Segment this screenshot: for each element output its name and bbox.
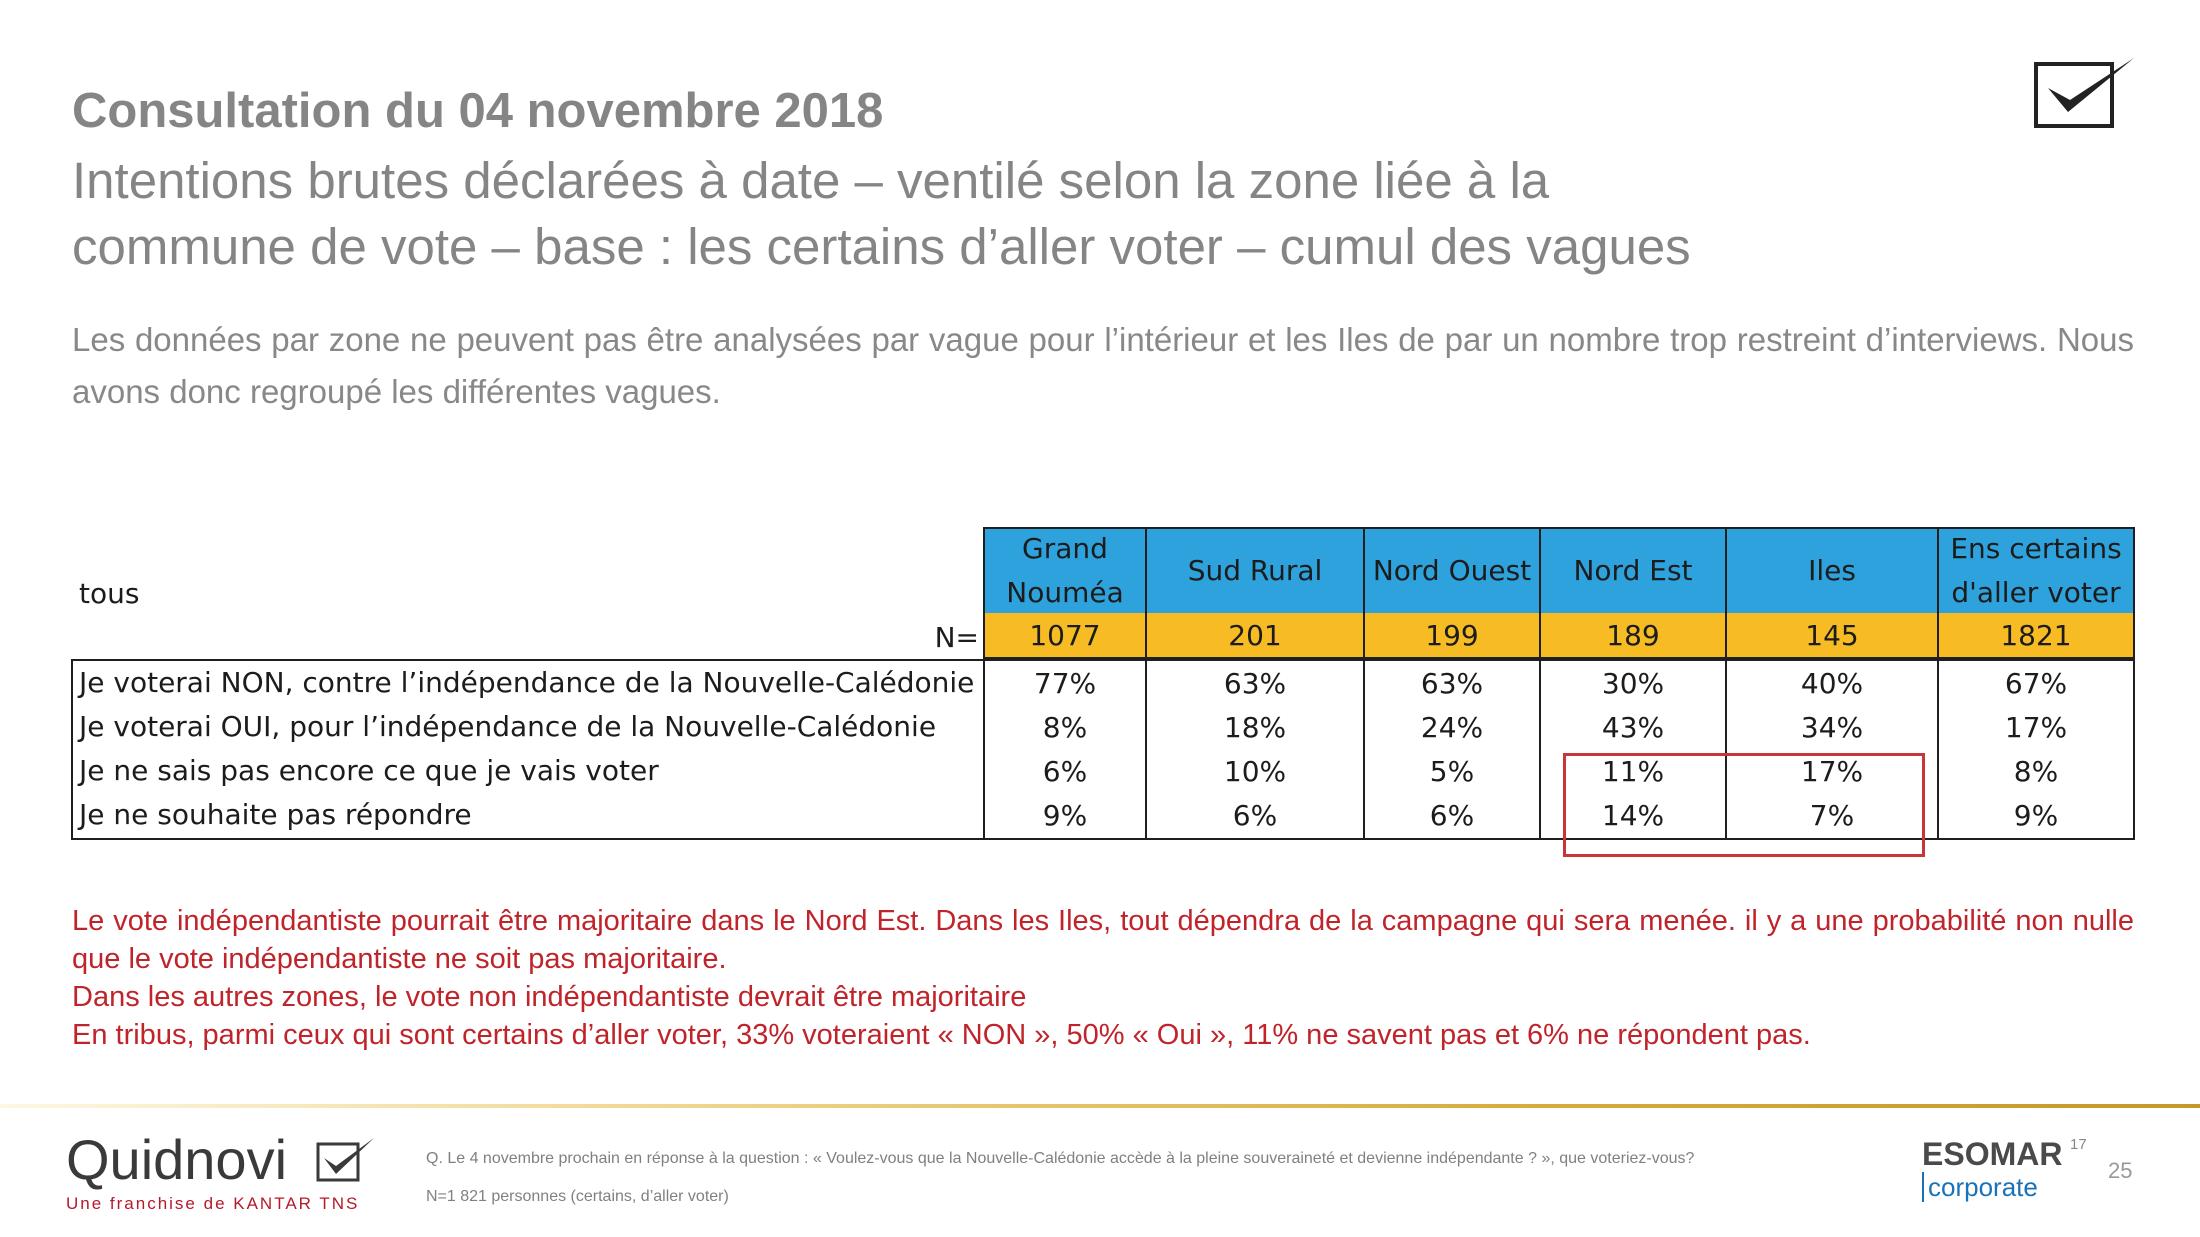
quidnovi-logo: Quidnovi Une franchise de KANTAR TNS: [66, 1128, 374, 1214]
table-cell: 40%: [1800, 666, 1864, 700]
table-cell: 34%: [1800, 710, 1864, 744]
col-header-nord-ouest: Nord Ouest: [1363, 527, 1541, 615]
intro-text: Les données par zone ne peuvent pas être…: [72, 321, 2134, 410]
table-cell: 63%: [1420, 666, 1484, 700]
subtitle-line-2: commune de vote – base : les certains d’…: [72, 218, 1691, 275]
conclusion-line-2: Dans les autres zones, le vote non indép…: [72, 981, 1027, 1013]
col-header-line: d'aller voter: [1951, 576, 2121, 609]
table-cell: 67%: [2004, 666, 2068, 700]
conclusion-text: Le vote indépendantiste pourrait être ma…: [72, 902, 2134, 1054]
table-cell: 6%: [1429, 798, 1475, 832]
col-header-ens-certains: Ens certains d'aller voter: [1937, 527, 2135, 615]
table-cell: 10%: [1223, 754, 1287, 788]
page-title: Consultation du 04 novembre 2018: [72, 84, 884, 138]
table-cell: 8%: [1042, 710, 1088, 744]
table-cell: 77%: [1033, 666, 1097, 700]
esomar-logo: ESOMAR 17 corporate: [1922, 1136, 2087, 1202]
subtitle-line-1: Intentions brutes déclarées à date – ven…: [72, 152, 1550, 209]
n-nord-est: 189: [1539, 613, 1727, 659]
footer-base: N=1 821 personnes (certains, d’aller vot…: [426, 1188, 729, 1205]
col-header-line: Ens certains: [1950, 532, 2122, 565]
col-header-nord-est: Nord Est: [1539, 527, 1727, 615]
table-cell: 11%: [1601, 754, 1665, 788]
n-row-label: N=: [934, 620, 979, 654]
table-cell: 43%: [1601, 710, 1665, 744]
esomar-corporate: corporate: [1922, 1172, 2062, 1202]
table-cell: 8%: [2013, 754, 2059, 788]
results-table: tous Grand Nouméa Sud Rural Nord Ouest No…: [71, 527, 2135, 857]
table-cell: 7%: [1809, 798, 1855, 832]
col-header-sud-rural: Sud Rural: [1145, 527, 1365, 615]
n-sud-rural: 201: [1145, 613, 1365, 659]
table-cell: 6%: [1042, 754, 1088, 788]
checkmark-box-icon: [316, 1138, 374, 1182]
col-header-grand-noumea: Grand Nouméa: [983, 527, 1147, 615]
col-header-line: Grand: [1022, 532, 1108, 565]
table-cell: 14%: [1601, 798, 1665, 832]
row-label-oui: Je voterai OUI, pour l’indépendance de l…: [79, 710, 937, 743]
n-grand-noumea: 1077: [983, 613, 1147, 659]
table-cell: 30%: [1601, 666, 1665, 700]
col-header-line: Nouméa: [1006, 576, 1124, 609]
highlight-box: [1563, 753, 1925, 857]
table-cell: 18%: [1223, 710, 1287, 744]
row-label-ne-souhaite-pas: Je ne souhaite pas répondre: [79, 798, 472, 831]
conclusion-line-3: En tribus, parmi ceux qui sont certains …: [72, 1019, 1811, 1051]
table-corner-label: tous: [79, 577, 140, 610]
n-ens-certains: 1821: [1937, 613, 2135, 659]
footer-question: Q. Le 4 novembre prochain en réponse à l…: [426, 1150, 1695, 1167]
table-cell: 9%: [2013, 798, 2059, 832]
footer-divider: [0, 1104, 2200, 1108]
checkmark-box-icon: [2034, 58, 2134, 128]
table-cell: 17%: [2004, 710, 2068, 744]
table-cell: 9%: [1042, 798, 1088, 832]
esomar-year: 17: [2070, 1136, 2087, 1153]
page-number: 25: [2108, 1158, 2133, 1183]
row-label-ne-sais-pas: Je ne sais pas encore ce que je vais vot…: [79, 754, 659, 787]
row-label-non: Je voterai NON, contre l’indépendance de…: [79, 666, 975, 699]
quidnovi-tagline: Une franchise de KANTAR TNS: [66, 1194, 360, 1213]
table-cell: 24%: [1420, 710, 1484, 744]
esomar-wordmark: ESOMAR: [1922, 1136, 2063, 1172]
table-cell: 17%: [1800, 754, 1864, 788]
quidnovi-brand: Quidnovi: [66, 1128, 288, 1191]
n-iles: 145: [1725, 613, 1939, 659]
col-header-iles: Iles: [1725, 527, 1939, 615]
table-cell: 5%: [1429, 754, 1475, 788]
table-cell: 6%: [1232, 798, 1278, 832]
table-cell: 63%: [1223, 666, 1287, 700]
conclusion-paragraph-1: Le vote indépendantiste pourrait être ma…: [72, 905, 2134, 975]
n-nord-ouest: 199: [1363, 613, 1541, 659]
page-subtitle: Intentions brutes déclarées à date – ven…: [72, 148, 1972, 280]
table-body: [71, 659, 2135, 840]
